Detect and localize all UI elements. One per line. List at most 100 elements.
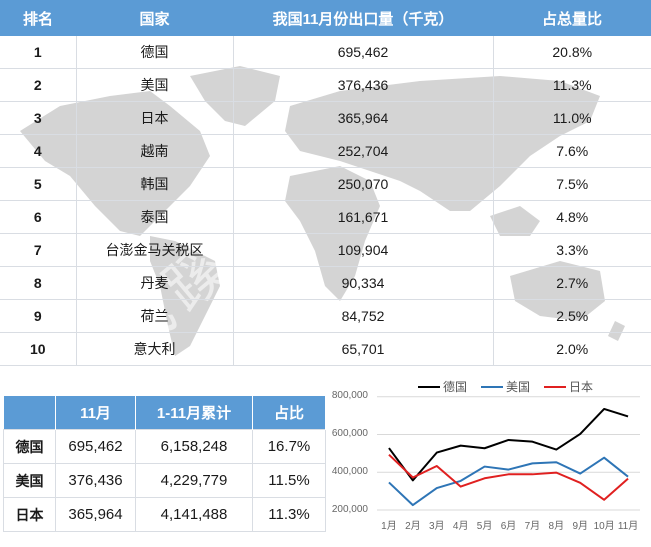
volume-cell: 90,334 [233, 266, 494, 300]
share-cell: 11.3% [493, 68, 651, 102]
table-row: 4 越南 252,704 7.6% [0, 134, 651, 168]
header-country: 国家 [76, 0, 233, 36]
country-cell: 美国 [3, 463, 56, 498]
country-cell: 泰国 [76, 200, 234, 234]
header-november: 11月 [55, 396, 136, 430]
series-line [388, 407, 629, 482]
y-tick-label: 800,000 [331, 390, 368, 401]
header-share: 占总量比 [493, 0, 651, 36]
table-header-row: 排名 国家 我国11月份出口量（千克） 占总量比 [0, 0, 651, 36]
x-tick-label: 4月 [452, 521, 469, 532]
header-share: 占比 [252, 396, 326, 430]
legend-item-germany: 德国 [418, 378, 467, 395]
chart-plot-area [377, 396, 640, 511]
table-row: 日本 365,964 4,141,488 11.3% [3, 497, 326, 532]
x-tick-label: 2月 [405, 521, 421, 532]
volume-cell: 695,462 [233, 36, 494, 69]
table-row: 2 美国 376,436 11.3% [0, 68, 651, 102]
rank-cell: 3 [0, 101, 77, 135]
share-cell: 2.7% [493, 266, 651, 300]
rank-cell: 8 [0, 266, 77, 300]
series-line [388, 456, 629, 507]
cumulative-cell: 6,158,248 [135, 429, 253, 464]
export-ranking-table: 排名 国家 我国11月份出口量（千克） 占总量比 1 德国 695,462 20… [0, 0, 651, 366]
x-tick-label: 8月 [548, 521, 565, 532]
table-row: 8 丹麦 90,334 2.7% [0, 266, 651, 300]
x-tick-label: 1月 [381, 521, 397, 532]
country-cell: 越南 [76, 134, 234, 168]
volume-cell: 161,671 [233, 200, 494, 234]
country-cell: 丹麦 [76, 266, 234, 300]
country-cell: 台澎金马关税区 [76, 233, 234, 267]
table-header-row: 11月 1-11月累计 占比 [3, 396, 326, 430]
chart-legend: 德国 美国 日本 [418, 378, 593, 395]
y-tick-label: 400,000 [331, 466, 368, 477]
share-cell: 2.0% [493, 332, 651, 366]
x-tick-label: 3月 [428, 521, 445, 532]
table-row: 7 台澎金马关税区 109,904 3.3% [0, 233, 651, 267]
rank-cell: 2 [0, 68, 77, 102]
cumulative-cell: 4,229,779 [135, 463, 253, 498]
share-cell: 11.0% [493, 101, 651, 135]
legend-line-icon [418, 385, 440, 388]
november-cell: 376,436 [55, 463, 136, 498]
x-tick-label: 5月 [476, 521, 493, 532]
share-cell: 11.3% [252, 497, 326, 532]
rank-cell: 4 [0, 134, 77, 168]
rank-cell: 7 [0, 233, 77, 267]
x-tick-label: 6月 [500, 521, 517, 532]
table-row: 6 泰国 161,671 4.8% [0, 200, 651, 234]
cumulative-cell: 4,141,488 [135, 497, 253, 532]
volume-cell: 65,701 [233, 332, 494, 366]
share-cell: 4.8% [493, 200, 651, 234]
country-cell: 日本 [3, 497, 56, 532]
country-cell: 韩国 [76, 167, 234, 201]
header-rank: 排名 [0, 0, 76, 36]
november-cell: 365,964 [55, 497, 136, 532]
header-volume: 我国11月份出口量（千克） [233, 0, 493, 36]
x-tick-label: 9月 [572, 521, 588, 532]
share-cell: 11.5% [252, 463, 326, 498]
y-tick-label: 200,000 [331, 504, 368, 515]
share-cell: 2.5% [493, 299, 651, 333]
volume-cell: 376,436 [233, 68, 494, 102]
y-tick-label: 600,000 [331, 428, 368, 439]
share-cell: 3.3% [493, 233, 651, 267]
volume-cell: 84,752 [233, 299, 494, 333]
rank-cell: 5 [0, 167, 77, 201]
country-cell: 日本 [76, 101, 234, 135]
rank-cell: 9 [0, 299, 77, 333]
rank-cell: 10 [0, 332, 77, 366]
legend-line-icon [481, 385, 504, 388]
country-cell: 荷兰 [76, 299, 234, 333]
monthly-export-line-chart: 德国 美国 日本 800,000 600,000 400,000 200,000… [330, 370, 651, 547]
table-row: 10 意大利 65,701 2.0% [0, 332, 651, 366]
x-tick-label: 10月 [593, 521, 615, 532]
table-row: 5 韩国 250,070 7.5% [0, 167, 651, 201]
share-cell: 7.6% [493, 134, 651, 168]
november-cell: 695,462 [55, 429, 136, 464]
country-cell: 德国 [3, 429, 56, 464]
x-tick-label: 11月 [617, 521, 639, 532]
header-empty [3, 396, 56, 430]
table-row: 3 日本 365,964 11.0% [0, 101, 651, 135]
volume-cell: 109,904 [233, 233, 494, 267]
volume-cell: 365,964 [233, 101, 494, 135]
table-row: 9 荷兰 84,752 2.5% [0, 299, 651, 333]
share-cell: 7.5% [493, 167, 651, 201]
table-row: 美国 376,436 4,229,779 11.5% [3, 463, 326, 498]
share-cell: 20.8% [493, 36, 651, 69]
volume-cell: 250,070 [233, 167, 494, 201]
volume-cell: 252,704 [233, 134, 494, 168]
top3-summary-table: 11月 1-11月累计 占比 德国 695,462 6,158,248 16.7… [3, 396, 326, 532]
legend-item-usa: 美国 [481, 378, 530, 395]
table-row: 1 德国 695,462 20.8% [0, 36, 651, 69]
legend-item-japan: 日本 [544, 378, 593, 395]
table-row: 德国 695,462 6,158,248 16.7% [3, 429, 326, 464]
series-line [388, 453, 629, 501]
country-cell: 德国 [76, 36, 234, 69]
rank-cell: 1 [0, 36, 77, 69]
legend-line-icon [544, 385, 567, 388]
x-tick-label: 7月 [524, 521, 541, 532]
rank-cell: 6 [0, 200, 77, 234]
